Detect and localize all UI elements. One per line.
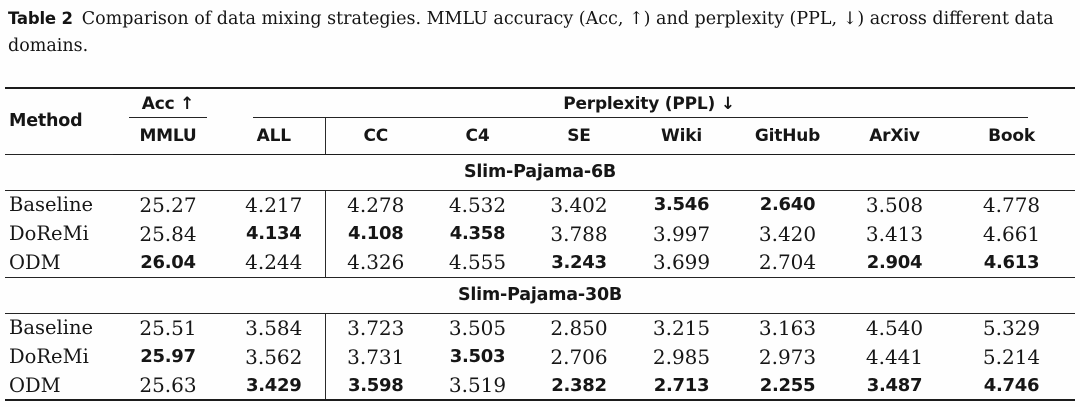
value-cell: 3.598 [324, 371, 426, 400]
value-cell: 3.546 [653, 194, 710, 216]
table-row: ODM 26.04 4.244 4.326 4.555 3.243 3.699 … [5, 248, 1075, 277]
table-caption: Table 2 Comparison of data mixing strateg… [0, 0, 1080, 60]
value-cell: 2.985 [652, 344, 711, 369]
col-header-method: Method [9, 111, 83, 132]
method-cell: DoReMi [9, 345, 89, 368]
value-cell: 4.778 [982, 192, 1041, 217]
value-cell: 3.243 [551, 251, 607, 273]
value-cell: 2.704 [758, 250, 817, 275]
table-row: Baseline 25.27 4.217 4.278 4.532 3.402 3… [5, 190, 1075, 219]
value-cell: 3.487 [866, 374, 923, 396]
table-caption-label: Table 2 [8, 9, 73, 28]
col-header-book: Book [948, 118, 1076, 155]
col-header-github: GitHub [734, 118, 841, 155]
value-cell: 4.244 [245, 250, 303, 275]
table-caption-text: Comparison of data mixing strategies. MM… [8, 9, 1054, 56]
value-cell: 3.519 [448, 373, 507, 397]
col-header-mmlu: MMLU [113, 118, 223, 155]
col-group-perplexity: Perplexity (PPL) ↓ [223, 88, 1075, 118]
section-header-6b: Slim-Pajama-6B [5, 153, 1076, 191]
value-cell: 2.973 [758, 344, 817, 369]
value-cell: 4.134 [246, 223, 302, 244]
value-cell: 3.508 [865, 192, 924, 217]
value-cell: 4.532 [448, 192, 507, 217]
value-cell: 25.51 [139, 315, 197, 340]
section-title: Slim-Pajama-6B [5, 153, 1076, 191]
value-cell: 3.429 [246, 374, 302, 396]
value-cell: 2.640 [759, 194, 816, 216]
value-cell: 3.723 [324, 313, 426, 342]
value-cell: 3.584 [245, 315, 303, 340]
value-cell: 3.420 [758, 221, 817, 246]
value-cell: 3.163 [758, 315, 817, 340]
col-header-arxiv: ArXiv [841, 118, 948, 155]
value-cell: 3.997 [652, 221, 711, 246]
value-cell: 5.214 [982, 344, 1041, 369]
value-cell: 5.329 [982, 315, 1041, 340]
value-cell: 25.27 [139, 192, 197, 217]
value-cell: 3.699 [652, 250, 711, 275]
header-sub-row: MMLU ALL CC C4 SE Wiki GitHub ArXiv Book [5, 118, 1076, 155]
value-cell: 3.215 [652, 315, 711, 340]
value-cell: 3.402 [550, 192, 608, 217]
value-cell: 4.661 [982, 221, 1041, 246]
table-row: Baseline 25.51 3.584 3.723 3.505 2.850 3… [5, 313, 1075, 342]
table-row: DoReMi 25.84 4.134 4.108 4.358 3.788 3.9… [5, 219, 1075, 248]
value-cell: 4.746 [983, 374, 1040, 396]
method-cell: Baseline [9, 193, 94, 217]
value-cell: 2.850 [550, 315, 608, 340]
method-cell: ODM [9, 373, 61, 397]
method-cell: ODM [9, 250, 61, 274]
value-cell: 2.255 [759, 374, 816, 396]
value-cell: 2.706 [550, 344, 608, 369]
section-header-30b: Slim-Pajama-30B [5, 276, 1076, 314]
value-cell: 2.904 [866, 251, 923, 273]
value-cell: 4.217 [245, 192, 303, 217]
col-header-se: SE [529, 118, 629, 155]
value-cell: 26.04 [140, 251, 196, 273]
value-cell: 4.278 [324, 190, 426, 219]
method-cell: DoReMi [9, 222, 89, 245]
table-row: DoReMi 25.97 3.562 3.731 3.503 2.706 2.9… [5, 342, 1075, 371]
col-header-c4: C4 [426, 118, 529, 155]
value-cell: 4.540 [865, 315, 924, 340]
col-header-wiki: Wiki [629, 118, 734, 155]
value-cell: 4.108 [324, 219, 426, 248]
col-group-acc: Acc ↑ [113, 88, 223, 118]
header-group-row: Method Acc ↑ Perplexity (PPL) ↓ [5, 88, 1075, 131]
value-cell: 2.713 [653, 374, 710, 396]
value-cell: 25.63 [139, 373, 197, 397]
value-cell: 3.503 [449, 346, 506, 367]
section-title: Slim-Pajama-30B [5, 276, 1076, 314]
table-row: ODM 25.63 3.429 3.598 3.519 2.382 2.713 … [5, 371, 1075, 400]
value-cell: 4.555 [448, 250, 507, 275]
value-cell: 3.562 [245, 344, 303, 369]
value-cell: 3.413 [865, 221, 924, 246]
value-cell: 4.326 [324, 248, 426, 277]
value-cell: 25.97 [140, 346, 196, 367]
value-cell: 3.731 [324, 342, 426, 371]
value-cell: 4.441 [865, 344, 924, 369]
value-cell: 4.613 [983, 251, 1040, 273]
col-header-cc: CC [324, 118, 426, 155]
results-table: Method Acc ↑ Perplexity (PPL) ↓ MMLU ALL… [5, 87, 1076, 401]
value-cell: 3.788 [550, 221, 608, 246]
col-header-all: ALL [223, 118, 325, 155]
value-cell: 25.84 [139, 221, 197, 246]
value-cell: 3.505 [448, 315, 507, 340]
value-cell: 2.382 [551, 374, 607, 396]
method-cell: Baseline [9, 316, 94, 340]
value-cell: 4.358 [449, 223, 506, 244]
